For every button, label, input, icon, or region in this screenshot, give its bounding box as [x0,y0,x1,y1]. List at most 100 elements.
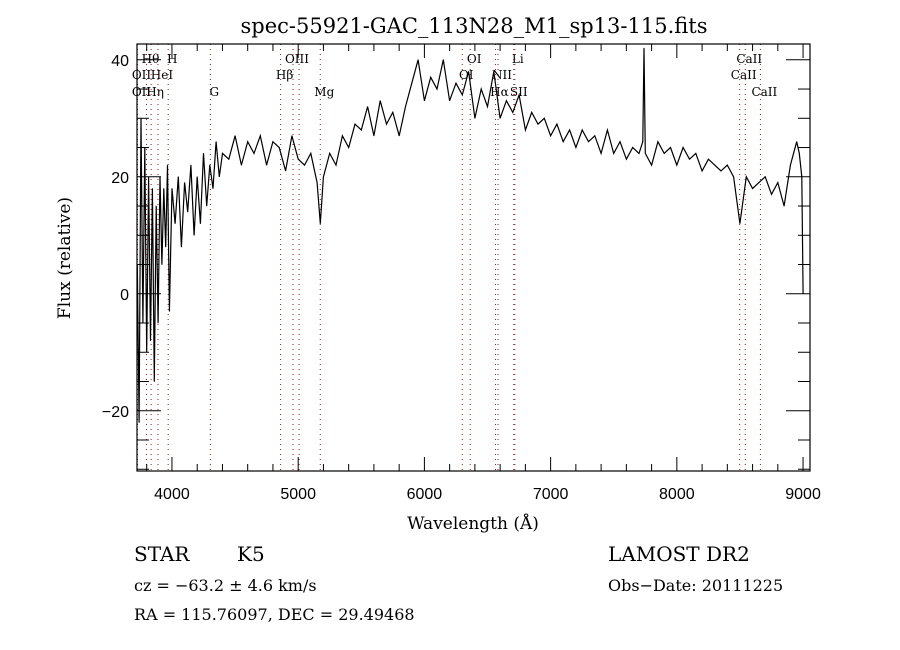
data-point [177,176,179,178]
data-point [663,152,665,154]
data-point [184,182,185,184]
data-point [556,123,558,125]
data-point [600,152,602,154]
series-layer [136,47,804,423]
data-point [575,147,577,148]
data-point [676,164,678,166]
data-point [190,164,192,166]
data-point [218,176,220,178]
data-point [619,141,621,143]
line-marker-label: Hβ [276,68,293,82]
line-marker-label: NII [492,68,512,82]
data-point [651,164,652,166]
data-point [670,147,671,148]
data-point [783,205,785,207]
data-point [169,310,170,312]
data-point [733,176,735,178]
data-point [493,71,495,72]
data-point [150,340,151,341]
data-point [329,152,331,154]
data-point [468,71,469,72]
coordinates-text: RA = 115.76097, DEC = 29.49468 [134,605,415,624]
data-point [319,223,321,224]
data-point [777,182,779,184]
data-point [543,117,545,119]
data-point [701,170,703,172]
data-point [487,106,488,107]
data-point [167,164,168,166]
data-point [689,158,690,160]
line-marker-label: SII [510,85,528,99]
data-point [291,135,293,137]
axis-ticks: 4000 5000 6000 7000 8000 9000 −20 0 20 40 [102,44,821,503]
x-tick-label: 5000 [280,486,316,503]
data-point [379,100,381,102]
line-marker-label: CaII [751,85,777,99]
data-point [430,76,432,78]
data-point [212,188,214,189]
data-point [424,100,425,102]
line-marker-label: CaII [736,52,762,66]
data-point [341,135,343,137]
data-point [222,152,223,154]
line-marker-label: OI [467,52,482,66]
data-point [215,141,217,143]
data-point [442,59,444,61]
data-point [323,176,324,178]
line-marker-label: HeI [151,68,174,82]
line-marker-label: G [210,85,220,99]
data-point [752,188,753,189]
line-marker-label: H [167,52,177,66]
data-point [537,123,539,125]
data-point [644,152,646,154]
y-tick-label: −20 [102,404,129,421]
line-marker-label: OII [132,68,152,82]
data-point [714,164,716,166]
line-marker-label: OIII [285,52,309,66]
data-point [209,164,211,166]
data-point [354,123,356,125]
x-tick-label: 9000 [785,486,821,503]
data-point [720,170,722,172]
data-point [796,141,798,143]
data-point [206,205,208,207]
data-point [581,129,583,131]
survey-label: LAMOST DR2 [608,542,750,566]
data-point [199,223,201,224]
line-marker-label: Hθ [142,52,160,66]
data-point [181,246,182,248]
data-point [373,135,375,137]
data-point [643,47,645,49]
object-subclass: K5 [237,542,265,566]
data-point [155,205,157,207]
x-tick-label: 7000 [533,486,569,503]
data-point [798,152,800,154]
data-point [436,88,438,90]
data-point [297,158,299,160]
data-point [449,100,451,102]
data-point [613,152,615,154]
data-point [278,147,280,148]
redshift-text: cz = −63.2 ± 4.6 km/s [134,576,317,595]
data-point [151,188,153,189]
data-point [499,117,501,119]
line-marker-label: Mg [314,85,334,99]
data-point [367,106,369,107]
data-point [790,164,791,166]
data-point [657,141,659,143]
data-point [272,141,274,143]
object-class: STAR [134,542,190,566]
data-point [726,164,728,166]
data-point [461,94,463,96]
data-point [707,158,709,160]
data-point [266,164,268,166]
line-marker-label: Hη [146,85,164,99]
data-point [625,158,627,160]
data-point [285,170,286,172]
line-markers: OIIOIIHθHηHeIHGHβOIIIMgOIOIHαNIILiSIICaI… [132,44,778,471]
data-point [174,223,176,224]
data-point [161,264,163,265]
data-point [550,135,552,137]
data-point [771,193,772,195]
